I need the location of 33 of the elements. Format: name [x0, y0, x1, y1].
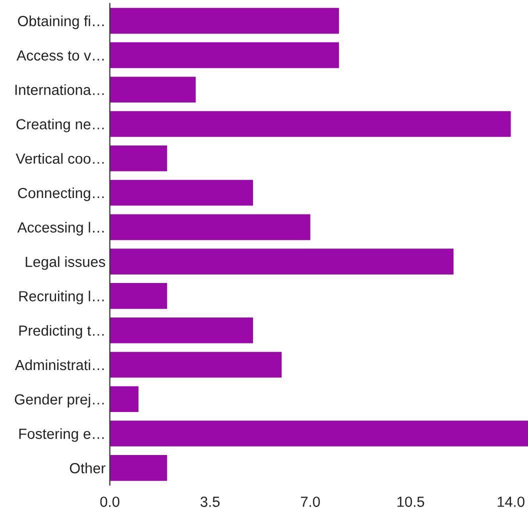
- bar: [110, 8, 339, 34]
- x-tick-label: 10.5: [397, 496, 424, 507]
- x-tick-label: 14.0: [498, 496, 524, 507]
- x-tick-label: 3.5: [200, 496, 220, 507]
- bar: [110, 352, 282, 378]
- bar: [110, 386, 138, 412]
- y-tick-label: Fostering e…: [19, 428, 104, 442]
- bar: [110, 248, 454, 274]
- bar: [110, 42, 339, 68]
- y-tick-label: Accessing l…: [17, 222, 104, 236]
- bar: [110, 283, 168, 309]
- bar: [110, 317, 254, 344]
- y-tick-label: Obtaining fi…: [18, 16, 104, 30]
- y-tick-label: Legal issues: [26, 256, 106, 270]
- y-tick-label: Access to v…: [16, 50, 104, 61]
- y-tick-label: Gender prej…: [14, 394, 104, 408]
- y-tick-label: Internationa…: [15, 84, 104, 96]
- bar: [110, 180, 254, 206]
- bar: [110, 76, 196, 102]
- y-tick-label: Other: [70, 462, 106, 474]
- y-tick-label: Administrati…: [14, 359, 104, 370]
- bar: [110, 145, 168, 172]
- y-tick-label: Connecting…: [18, 187, 104, 202]
- y-tick-label: Creating ne…: [16, 118, 104, 132]
- y-tick-label: Recruiting l…: [19, 290, 104, 304]
- x-tick-label: 7.0: [300, 496, 320, 507]
- bar: [110, 111, 511, 137]
- x-tick-label: 0.0: [100, 496, 120, 507]
- bar: [110, 214, 310, 240]
- y-tick-label: Vertical coo…: [16, 153, 104, 164]
- bar: [110, 455, 168, 481]
- bar: [110, 420, 528, 446]
- y-tick-label: Predicting t…: [19, 325, 104, 339]
